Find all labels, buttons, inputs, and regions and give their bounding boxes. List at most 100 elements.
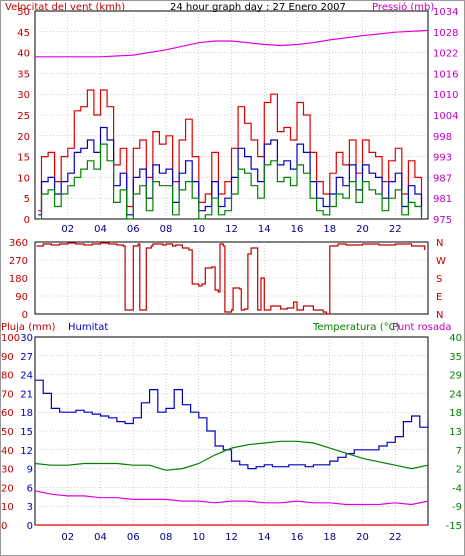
series-temperatura xyxy=(34,440,429,471)
x-tick-label: 20 xyxy=(356,224,369,235)
humidity-y-tick-label: 21 xyxy=(20,389,33,400)
x-tick-label: 16 xyxy=(291,224,304,235)
compass-tick-label: S xyxy=(436,274,442,285)
x-tick-label: 06 xyxy=(127,532,140,543)
x-tick-label: 14 xyxy=(258,224,271,235)
x-tick-label: 16 xyxy=(291,532,304,543)
direction-y-tick-label: 180 xyxy=(9,274,28,285)
pressure-y-tick-label: 1028 xyxy=(433,28,458,39)
humidity-ticks: 0 0 -15 10 3 -9 20 6 -4 30 9 2 40 12 7 50 15 13 60 18 18 70 21… xyxy=(1,333,462,543)
humidity-y-tick-label: 30 xyxy=(20,333,33,344)
series-pressi- xyxy=(35,29,429,58)
rain-y-tick-label: 80 xyxy=(1,371,14,382)
pressure-y-tick-label: 975 xyxy=(433,215,452,226)
x-tick-label: 08 xyxy=(160,532,173,543)
humidity-axis-label: Humitat xyxy=(68,322,108,333)
compass-tick-label: E xyxy=(436,292,442,303)
wind-series xyxy=(35,29,429,220)
series-velocitat-del-vent-m-nima- xyxy=(38,143,423,220)
compass-tick-label: N xyxy=(436,310,443,321)
x-tick-label: 04 xyxy=(94,224,107,235)
wind-y-tick-label: 10 xyxy=(17,173,30,184)
wind-y-tick-label: 25 xyxy=(17,111,30,122)
wind-y-tick-label: 20 xyxy=(17,132,30,143)
humidity-y-tick-label: 3 xyxy=(27,502,33,513)
wind-y-tick-label: 40 xyxy=(17,49,30,60)
rain-y-tick-label: 100 xyxy=(1,333,20,344)
x-tick-label: 06 xyxy=(127,224,140,235)
direction-y-tick-label: 360 xyxy=(9,238,28,249)
temperature-axis-label: Temperatura (°C) xyxy=(312,322,400,333)
x-tick-label: 18 xyxy=(323,224,336,235)
wind-y-tick-label: 0 xyxy=(24,215,30,226)
temperature-y-tick-label: 13 xyxy=(449,427,462,438)
pressure-y-tick-label: 1010 xyxy=(433,90,458,101)
wind-y-tick-label: 45 xyxy=(17,28,30,39)
direction-series xyxy=(36,242,426,315)
humidity-temperature-panel: 0 0 -15 10 3 -9 20 6 -4 30 9 2 40 12 7 50 15 13 60 18 18 70 21… xyxy=(1,322,462,543)
rain-y-tick-label: 90 xyxy=(1,352,14,363)
rain-y-tick-label: 10 xyxy=(1,502,14,513)
compass-tick-label: W xyxy=(436,256,446,267)
temperature-y-tick-label: 29 xyxy=(449,371,462,382)
rain-y-tick-label: 40 xyxy=(1,446,14,457)
humidity-y-tick-label: 12 xyxy=(20,446,33,457)
x-tick-label: 22 xyxy=(389,532,402,543)
temperature-y-tick-label: 40 xyxy=(449,333,462,344)
x-tick-label: 02 xyxy=(61,224,74,235)
x-tick-label: 12 xyxy=(225,532,238,543)
humidity-y-tick-label: 18 xyxy=(20,408,33,419)
wind-y-tick-label: 35 xyxy=(17,69,30,80)
humidity-y-tick-label: 15 xyxy=(20,427,33,438)
direction-y-tick-label: 90 xyxy=(15,292,28,303)
rain-y-tick-label: 20 xyxy=(1,483,14,494)
pressure-y-tick-label: 1004 xyxy=(433,111,458,122)
temperature-y-tick-label: 24 xyxy=(449,389,462,400)
chart-title: 24 hour graph day : 27 Enero 2007 xyxy=(170,2,346,13)
x-tick-label: 22 xyxy=(389,224,402,235)
rain-y-tick-label: 30 xyxy=(1,465,14,476)
humidity-y-tick-label: 6 xyxy=(27,483,33,494)
pressure-y-tick-label: 1034 xyxy=(433,7,458,18)
humidity-y-tick-label: 0 xyxy=(27,521,33,532)
rain-y-tick-label: 50 xyxy=(1,427,14,438)
rain-axis-label: Pluja (mm) xyxy=(1,322,56,333)
x-tick-label: 10 xyxy=(192,532,205,543)
direction-y-tick-label: 0 xyxy=(22,310,28,321)
x-tick-label: 02 xyxy=(61,532,74,543)
temperature-y-tick-label: 2 xyxy=(456,465,462,476)
temperature-y-tick-label: 35 xyxy=(449,352,462,363)
temperature-y-tick-label: -4 xyxy=(452,483,462,494)
humidity-y-tick-label: 27 xyxy=(20,352,33,363)
rain-y-tick-label: 60 xyxy=(1,408,14,419)
dew-point-axis-label: Punt rosada xyxy=(392,322,451,333)
humidity-y-tick-label: 24 xyxy=(20,371,33,382)
series-punt-rosada xyxy=(34,490,429,506)
temperature-y-tick-label: -9 xyxy=(452,502,462,513)
wind-y-tick-label: 30 xyxy=(17,90,30,101)
pressure-y-tick-label: 1022 xyxy=(433,49,458,60)
x-tick-label: 04 xyxy=(94,532,107,543)
x-tick-label: 10 xyxy=(192,224,205,235)
series-wind-direction xyxy=(36,242,426,315)
x-tick-label: 18 xyxy=(323,532,336,543)
direction-y-tick-label: 270 xyxy=(9,256,28,267)
series-humitat xyxy=(35,379,429,470)
wind-y-tick-label: 50 xyxy=(17,7,30,18)
pressure-axis-label: Pressió (mb) xyxy=(372,1,434,13)
pressure-y-tick-label: 981 xyxy=(433,194,452,205)
x-tick-label: 12 xyxy=(225,224,238,235)
pressure-y-tick-label: 998 xyxy=(433,132,452,143)
x-tick-label: 14 xyxy=(258,532,271,543)
pressure-y-tick-label: 987 xyxy=(433,173,452,184)
wind-y-tick-label: 15 xyxy=(17,153,30,164)
wind-speed-axis-label: Velocitat del vent (kmh) xyxy=(5,2,125,13)
temperature-y-tick-label: -15 xyxy=(446,521,462,532)
wind-y-tick-label: 5 xyxy=(24,194,30,205)
x-tick-label: 20 xyxy=(356,532,369,543)
rain-y-tick-label: 0 xyxy=(1,521,7,532)
pressure-y-tick-label: 1016 xyxy=(433,69,458,80)
